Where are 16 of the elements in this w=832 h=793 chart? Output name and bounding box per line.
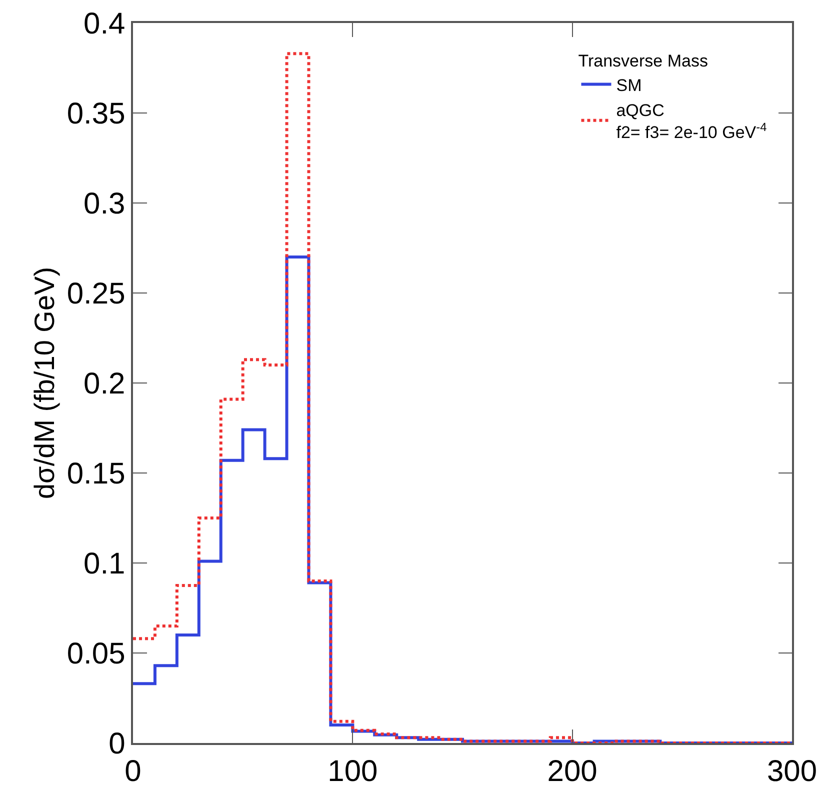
y-tick-label: 0.2 bbox=[84, 368, 126, 400]
y-tick-label: 0.1 bbox=[84, 548, 126, 580]
y-tick-label: 0.4 bbox=[84, 8, 126, 40]
legend-label: aQGC f2= f3= 2e-10 GeV$^{-4}$ bbox=[616, 100, 768, 142]
y-tick-label: 0.05 bbox=[66, 638, 126, 670]
legend-title: Transverse Mass bbox=[578, 52, 708, 71]
x-tick-label: 100 bbox=[328, 754, 378, 788]
y-tick-label: 0.3 bbox=[84, 188, 126, 220]
x-tick-label: 300 bbox=[766, 754, 818, 788]
y-axis-title: dσ/dM (fb/10 GeV) bbox=[29, 266, 60, 500]
y-tick-label: 0.15 bbox=[66, 458, 126, 490]
y-tick-label: 0.35 bbox=[66, 98, 126, 130]
legend-label: SM bbox=[616, 76, 642, 95]
x-tick-label: 200 bbox=[547, 754, 598, 788]
y-tick-label: 0.25 bbox=[66, 278, 126, 310]
y-tick-label: 0 bbox=[108, 728, 126, 760]
